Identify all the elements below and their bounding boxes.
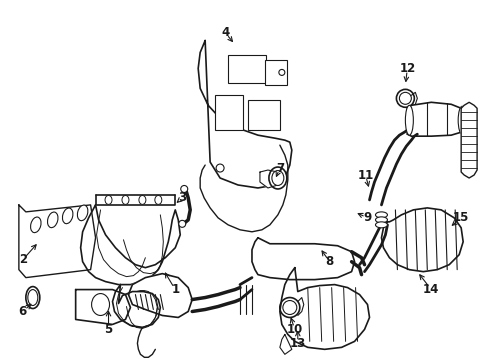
Polygon shape xyxy=(76,289,130,324)
Bar xyxy=(215,95,243,130)
Polygon shape xyxy=(260,170,281,188)
Ellipse shape xyxy=(181,185,187,193)
Ellipse shape xyxy=(47,212,58,228)
Text: 2: 2 xyxy=(19,253,27,266)
Text: 14: 14 xyxy=(422,283,439,296)
Polygon shape xyxy=(112,285,160,328)
Polygon shape xyxy=(460,102,476,178)
Text: 13: 13 xyxy=(289,337,305,350)
Ellipse shape xyxy=(62,208,73,224)
Ellipse shape xyxy=(91,293,109,315)
Polygon shape xyxy=(19,205,95,278)
Ellipse shape xyxy=(216,164,224,172)
Polygon shape xyxy=(198,41,291,188)
Ellipse shape xyxy=(31,217,41,233)
Ellipse shape xyxy=(179,220,185,227)
Ellipse shape xyxy=(271,171,283,185)
Text: 12: 12 xyxy=(398,62,415,75)
Ellipse shape xyxy=(399,92,410,104)
Text: 7: 7 xyxy=(275,162,284,175)
Text: 5: 5 xyxy=(104,323,112,336)
Polygon shape xyxy=(279,334,291,354)
Ellipse shape xyxy=(28,289,38,306)
Text: 6: 6 xyxy=(19,305,27,318)
Ellipse shape xyxy=(375,217,386,223)
Ellipse shape xyxy=(155,195,162,204)
Ellipse shape xyxy=(375,212,386,218)
Bar xyxy=(227,55,265,84)
Ellipse shape xyxy=(396,89,413,107)
Ellipse shape xyxy=(457,106,465,134)
Polygon shape xyxy=(381,208,462,272)
Bar xyxy=(247,100,279,130)
Text: 1: 1 xyxy=(171,283,179,296)
Text: 10: 10 xyxy=(286,323,302,336)
Bar xyxy=(264,60,286,85)
Polygon shape xyxy=(407,102,463,136)
Text: 3: 3 xyxy=(178,192,186,204)
Polygon shape xyxy=(251,238,354,280)
Ellipse shape xyxy=(122,195,129,204)
Ellipse shape xyxy=(268,167,286,189)
Text: 15: 15 xyxy=(452,211,468,224)
Ellipse shape xyxy=(139,195,145,204)
Text: 11: 11 xyxy=(357,168,373,181)
Ellipse shape xyxy=(278,69,285,75)
Ellipse shape xyxy=(105,195,112,204)
Ellipse shape xyxy=(77,205,88,221)
Ellipse shape xyxy=(26,287,40,309)
Text: 8: 8 xyxy=(325,255,333,268)
Ellipse shape xyxy=(282,301,296,315)
Ellipse shape xyxy=(405,105,412,135)
Ellipse shape xyxy=(279,298,299,318)
Text: 4: 4 xyxy=(221,26,229,39)
Polygon shape xyxy=(81,205,180,285)
Ellipse shape xyxy=(375,222,386,228)
Polygon shape xyxy=(279,268,369,349)
Polygon shape xyxy=(128,274,192,318)
Text: 9: 9 xyxy=(363,211,371,224)
